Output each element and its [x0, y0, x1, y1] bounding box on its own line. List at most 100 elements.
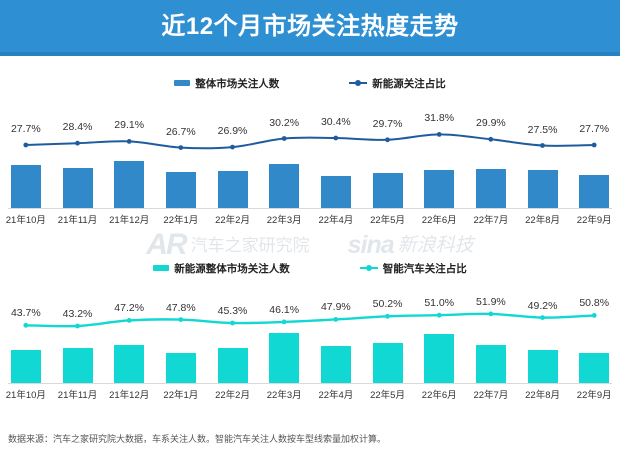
category-label: 22年3月 [266, 390, 302, 401]
bar-column[interactable] [465, 158, 517, 208]
bar[interactable] [579, 174, 610, 208]
bar[interactable] [62, 347, 93, 383]
line-point-marker[interactable] [230, 144, 235, 150]
category-label: 22年4月 [318, 390, 354, 401]
category-label: 21年11月 [57, 390, 98, 401]
bar-column[interactable] [465, 331, 517, 383]
bar-column[interactable] [207, 158, 259, 208]
data-value-label: 29.7% [372, 117, 403, 130]
bar-column[interactable] [0, 331, 52, 383]
bar[interactable] [217, 347, 248, 383]
watermark-row: AR 汽车之家研究院 sina 新浪科技 [0, 228, 620, 262]
line-point-marker[interactable] [436, 312, 442, 318]
bar[interactable] [10, 350, 41, 383]
autohome-watermark-text: 汽车之家研究院 [190, 235, 310, 255]
data-value-label: 47.8% [165, 301, 196, 314]
bar-column[interactable] [568, 331, 620, 383]
bar[interactable] [475, 168, 506, 208]
bar[interactable] [320, 175, 351, 208]
bar[interactable] [579, 353, 610, 383]
bar[interactable] [527, 169, 558, 208]
bar[interactable] [217, 170, 248, 208]
line-point-marker[interactable] [540, 315, 545, 320]
bar-column[interactable] [103, 331, 155, 383]
bar-column[interactable] [517, 158, 569, 208]
line-point-marker[interactable] [75, 140, 80, 146]
line-point-marker[interactable] [385, 313, 390, 319]
bar[interactable] [269, 333, 300, 383]
bar-column[interactable] [310, 158, 362, 208]
legend-nev-attention-share[interactable]: 新能源关注占比 [349, 76, 446, 91]
bar[interactable] [424, 170, 455, 208]
bar[interactable] [372, 172, 403, 208]
legend-smart-car-attention-share[interactable]: 智能汽车关注占比 [359, 261, 467, 276]
line-point-marker[interactable] [178, 145, 184, 150]
line-point-marker[interactable] [333, 135, 339, 141]
line-point-marker[interactable] [281, 319, 287, 325]
bar-column[interactable] [0, 158, 52, 208]
bar[interactable] [10, 164, 41, 208]
line-point-marker[interactable] [230, 320, 235, 326]
sina-watermark-text: 新浪科技 [397, 234, 474, 256]
bar[interactable] [475, 344, 506, 383]
bar-column[interactable] [413, 331, 465, 383]
category-label: 22年2月 [215, 390, 250, 401]
bar-column[interactable] [258, 331, 310, 383]
legend-overall-market-attention-count[interactable]: 整体市场关注人数 [174, 76, 279, 91]
line-point-marker[interactable] [333, 317, 339, 322]
category-labels-bottom: 21年10月 21年11月 21年12月 22年1月 22年2月 22年3月 22年4月 22… [0, 387, 620, 401]
bar-column[interactable] [103, 158, 155, 208]
bar[interactable] [527, 349, 558, 383]
line-point-marker[interactable] [281, 136, 287, 141]
category-labels-top: 21年10月 21年11月 21年12月 22年1月 22年2月 22年3月 22年4月 22… [0, 212, 620, 226]
legend-nev-overall-market-attention-count[interactable]: 新能源整体市场关注人数 [153, 261, 290, 276]
line-point-marker[interactable] [540, 143, 545, 148]
bar-column[interactable] [258, 158, 310, 208]
line-point-marker[interactable] [126, 139, 132, 144]
bar[interactable] [165, 352, 196, 383]
bar[interactable] [320, 346, 351, 383]
value-labels-bottom: 43.7% 43.2% 47.2% 47.8% 45.3% 46.1% 47.9% 50.2%… [0, 293, 620, 320]
bar-column[interactable] [207, 331, 259, 383]
watermark-sina: sina 新浪科技 [348, 232, 474, 258]
bar[interactable] [269, 164, 300, 208]
bar-column[interactable] [568, 158, 620, 208]
legend-bottom: 新能源整体市场关注人数 智能汽车关注占比 [0, 259, 620, 277]
category-label: 22年5月 [370, 390, 405, 401]
line-point-marker[interactable] [488, 136, 494, 142]
line-point-marker[interactable] [23, 142, 29, 148]
line-point-marker[interactable] [591, 313, 597, 318]
bar[interactable] [165, 171, 196, 208]
category-label: 22年4月 [318, 215, 354, 226]
line-point-marker[interactable] [75, 323, 80, 329]
line-point-marker[interactable] [591, 142, 597, 148]
bar-column[interactable] [362, 331, 414, 383]
bar-column[interactable] [52, 331, 104, 383]
bar[interactable] [372, 342, 403, 383]
line-point-marker[interactable] [488, 311, 494, 317]
line-point-marker[interactable] [178, 317, 184, 322]
bar[interactable] [114, 161, 145, 208]
bar-column[interactable] [52, 158, 104, 208]
line-point-marker[interactable] [23, 322, 29, 328]
line-path [24, 133, 596, 150]
bar-column[interactable] [310, 331, 362, 383]
data-value-label: 46.1% [269, 303, 300, 316]
bar-column[interactable] [155, 331, 207, 383]
data-value-label: 28.4% [62, 121, 93, 134]
bar[interactable] [424, 334, 455, 383]
line-point-marker[interactable] [436, 132, 442, 137]
bar-column[interactable] [362, 158, 414, 208]
axis-line-bottom [8, 383, 612, 384]
bar-column[interactable] [413, 158, 465, 208]
bar[interactable] [114, 344, 145, 383]
bar-column[interactable] [155, 158, 207, 208]
header-underline [0, 52, 620, 56]
category-label: 21年12月 [109, 390, 150, 401]
bar[interactable] [62, 167, 93, 208]
line-point-marker[interactable] [126, 318, 132, 323]
line-point-marker[interactable] [385, 137, 390, 143]
bar-column[interactable] [517, 331, 569, 383]
data-value-label: 27.5% [527, 123, 558, 136]
category-label: 22年5月 [370, 215, 405, 226]
